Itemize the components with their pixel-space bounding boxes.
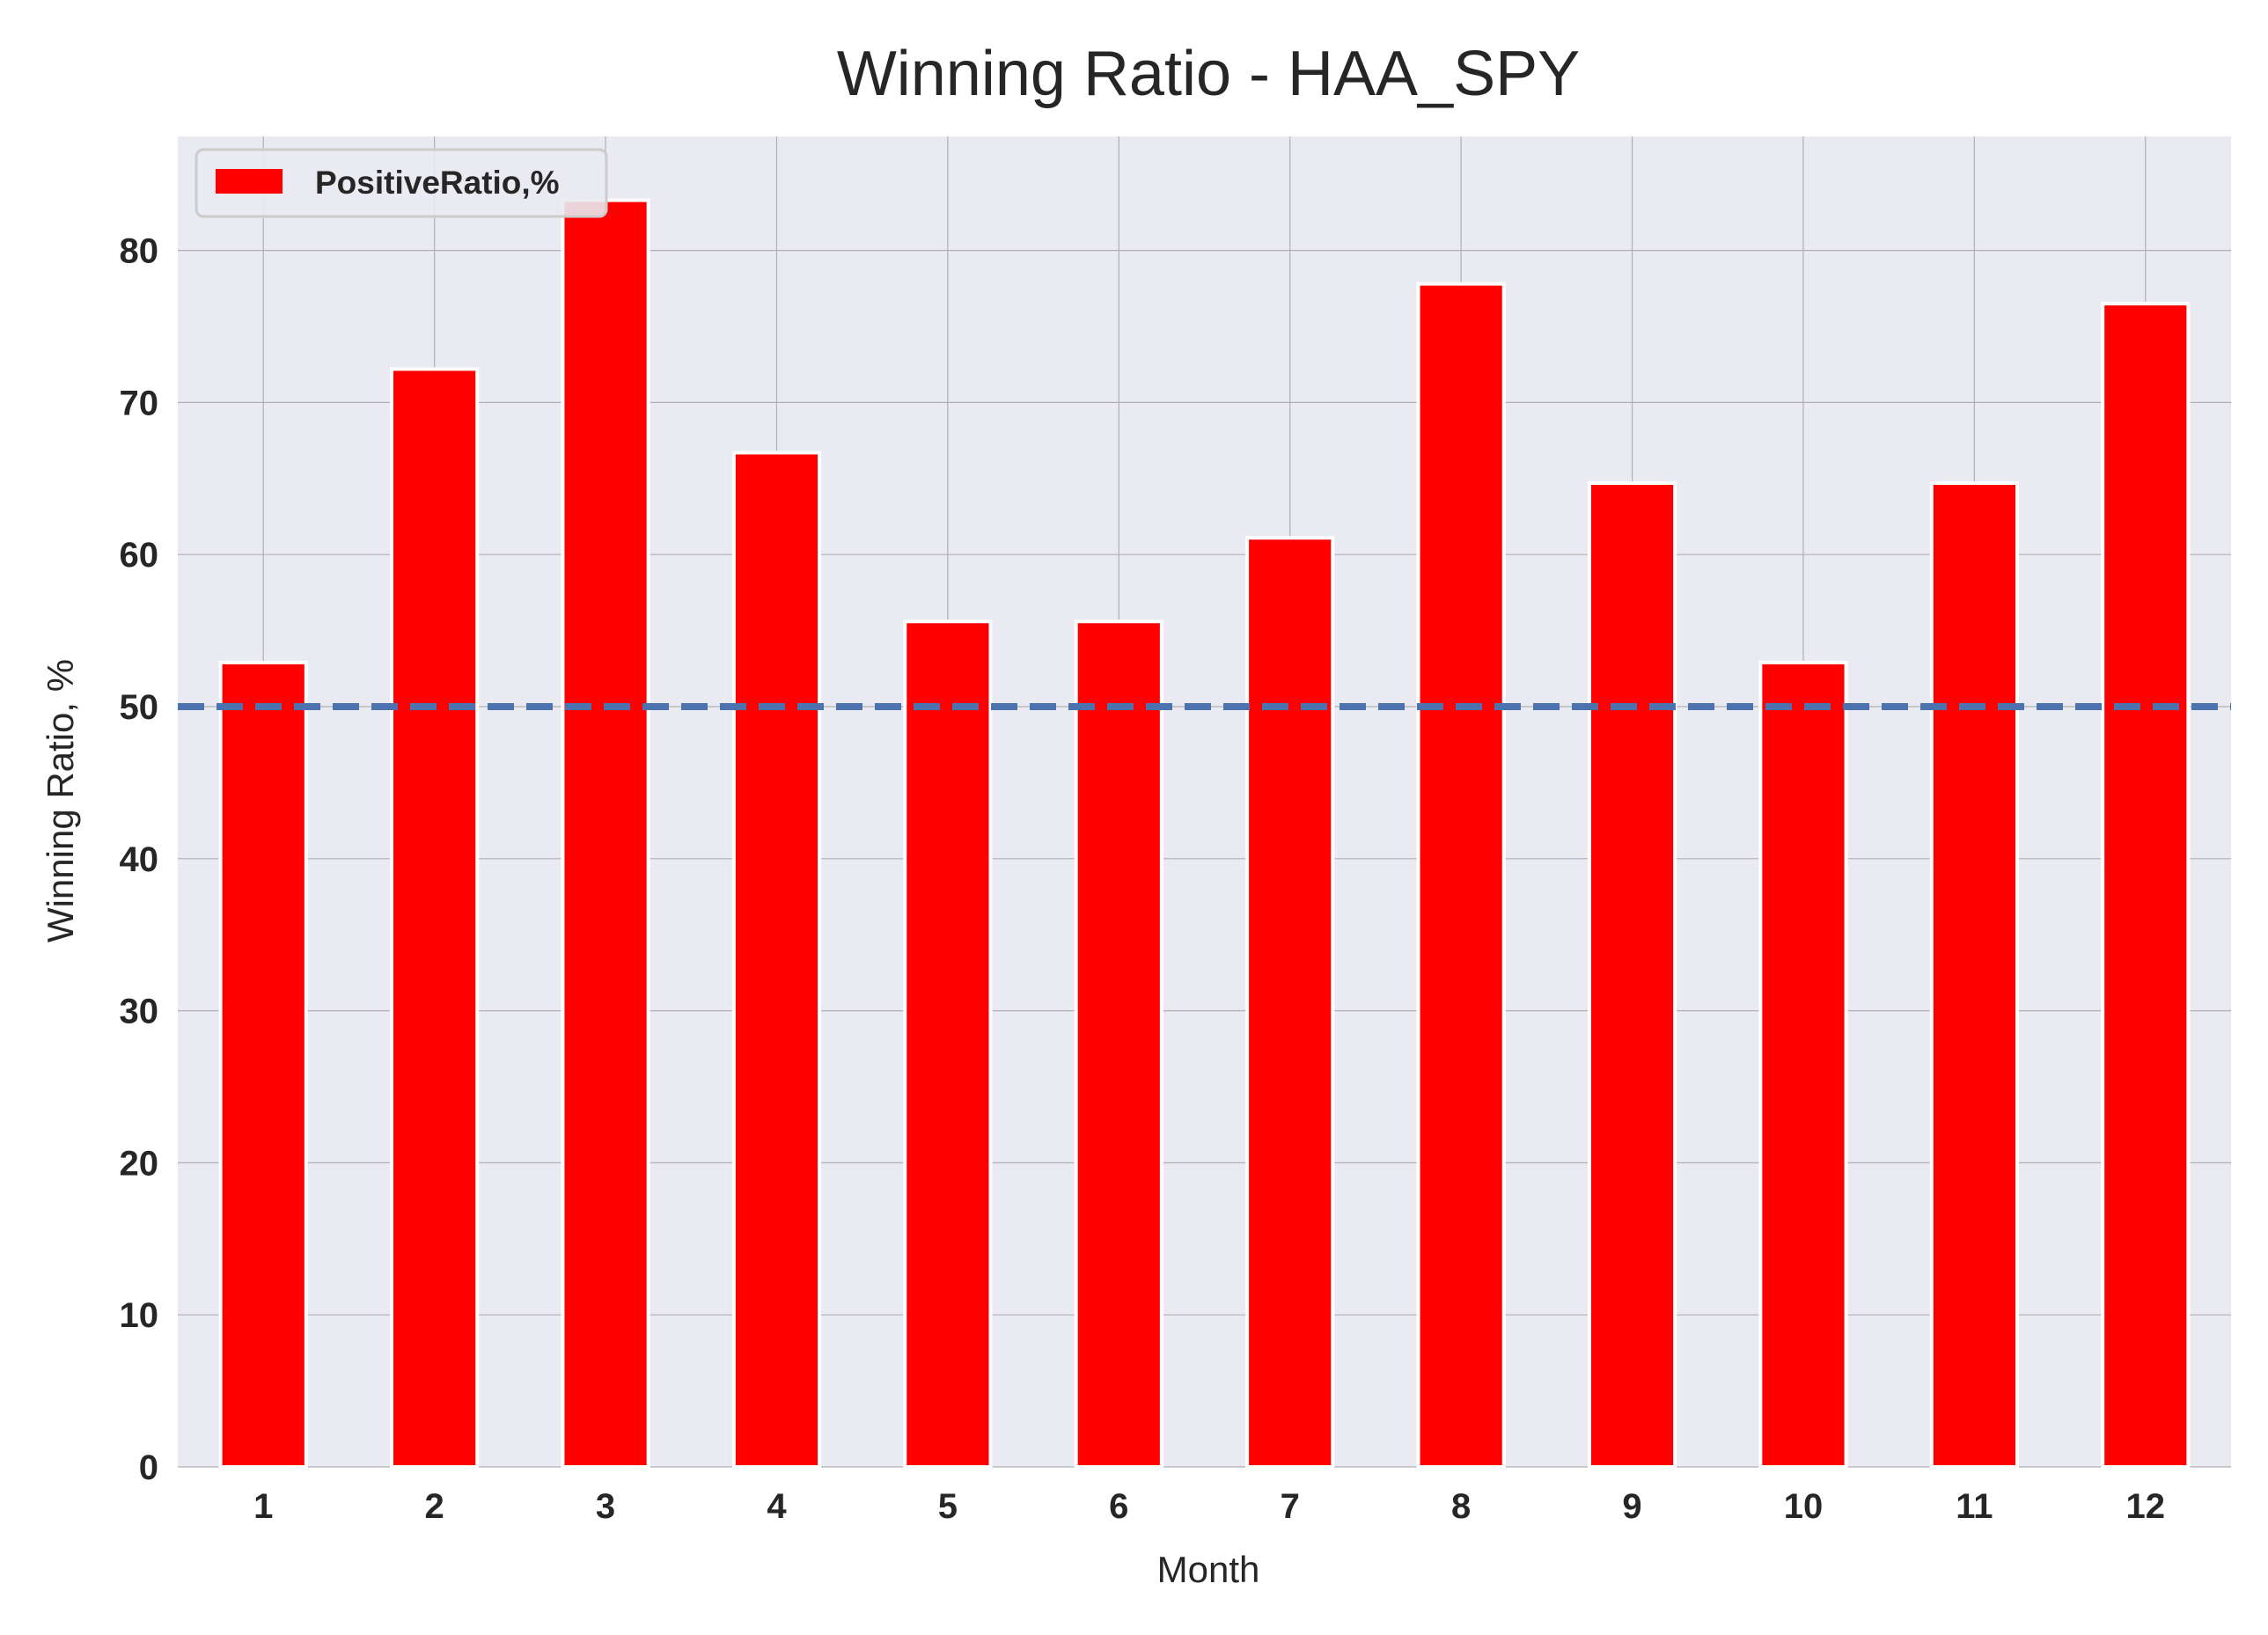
x-tick-label: 11 [1956, 1487, 1993, 1526]
y-tick-label: 0 [139, 1448, 158, 1487]
bar [1758, 660, 1848, 1469]
y-tick-label: 20 [120, 1144, 159, 1183]
x-tick-label: 7 [1281, 1487, 1300, 1526]
x-tick-label: 3 [596, 1487, 615, 1526]
plot-background [178, 136, 2231, 1467]
x-tick-label: 4 [767, 1487, 787, 1526]
bar [1245, 536, 1335, 1469]
x-tick-label: 6 [1109, 1487, 1128, 1526]
bar [218, 660, 308, 1469]
bar [1929, 480, 2019, 1469]
bar [903, 620, 993, 1469]
x-tick-label: 5 [938, 1487, 958, 1526]
legend-box [195, 148, 608, 218]
x-tick-label: 12 [2126, 1487, 2166, 1526]
x-tick-label: 9 [1622, 1487, 1641, 1526]
chart-title: Winning Ratio - HAA_SPY [837, 39, 1580, 109]
y-tick-label: 80 [120, 232, 159, 271]
y-axis-label: Winning Ratio, % [40, 659, 81, 942]
legend-swatch [216, 169, 283, 194]
x-tick-label: 8 [1451, 1487, 1471, 1526]
x-tick-label: 2 [425, 1487, 444, 1526]
bar [561, 198, 650, 1469]
bar [390, 367, 480, 1469]
y-tick-label: 40 [120, 840, 159, 879]
bar [1074, 620, 1163, 1469]
bar [2101, 302, 2191, 1470]
y-tick-label: 70 [120, 384, 159, 422]
legend-label: PositiveRatio,% [315, 165, 560, 201]
y-tick-label: 10 [120, 1296, 159, 1335]
bar [731, 451, 822, 1470]
x-tick-label: 1 [253, 1487, 273, 1526]
y-tick-label: 60 [120, 536, 159, 575]
x-tick-label: 10 [1784, 1487, 1824, 1526]
bar [1587, 480, 1677, 1469]
x-axis-label: Month [1157, 1549, 1260, 1590]
y-tick-label: 50 [120, 688, 159, 727]
y-tick-label: 30 [120, 993, 159, 1031]
bar [1416, 282, 1506, 1470]
